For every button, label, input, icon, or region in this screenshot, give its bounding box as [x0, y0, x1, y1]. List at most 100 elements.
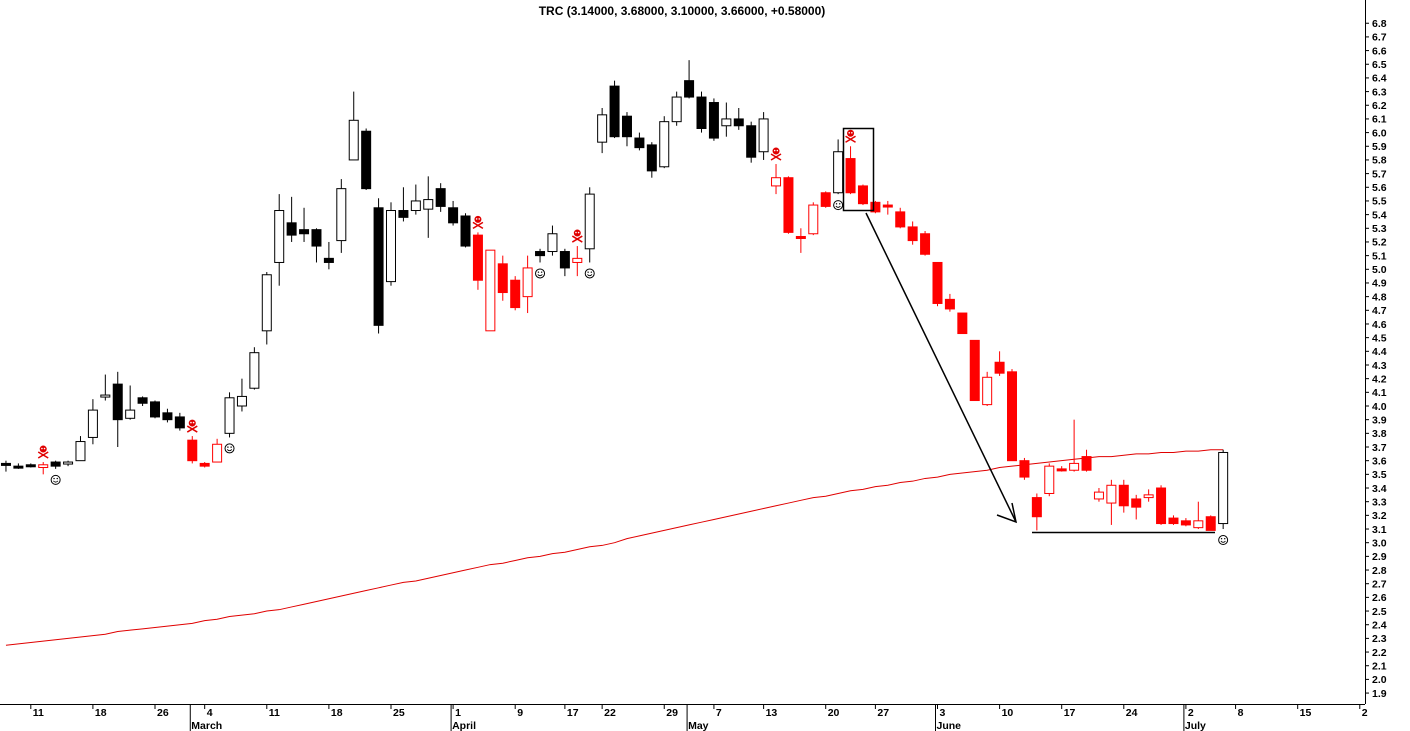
candle-body [882, 204, 893, 208]
candle-body [187, 439, 198, 462]
candle-body [758, 118, 769, 153]
candle-body [311, 229, 322, 247]
y-tick-label: 6.8 [1372, 18, 1387, 30]
candle-body [994, 361, 1005, 374]
candle-body [63, 461, 74, 465]
candle-body [398, 210, 409, 218]
skull-eye [41, 447, 43, 450]
y-tick-label: 2.8 [1372, 565, 1387, 577]
sell-signal [472, 215, 484, 230]
y-tick-label: 4.7 [1372, 305, 1387, 317]
smiley-eye [56, 477, 58, 480]
smiley-face [584, 268, 595, 279]
month-label: May [688, 720, 709, 731]
y-tick-label: 6.1 [1372, 114, 1387, 126]
candle-body [783, 177, 794, 233]
candle-body [634, 137, 645, 149]
y-tick-label: 4.8 [1372, 291, 1387, 303]
candle-body [733, 118, 744, 127]
smiley-mouth [1220, 540, 1226, 543]
candle-body [1143, 494, 1154, 499]
candle-body [423, 199, 434, 210]
y-tick-label: 3.7 [1372, 442, 1387, 454]
arrow-line [865, 212, 1017, 523]
candle-body [0, 462, 11, 466]
y-tick-label: 2.6 [1372, 592, 1387, 604]
candle-body [932, 261, 943, 304]
sell-signal [845, 129, 856, 143]
candle-body [212, 443, 223, 463]
candle-body [174, 416, 185, 429]
x-tick-label: 17 [1064, 707, 1076, 719]
sell-signal [186, 419, 198, 433]
sell-signal [770, 147, 782, 161]
smiley-face [50, 474, 61, 485]
candle-body [1218, 451, 1229, 525]
sell-signal [37, 445, 49, 459]
y-tick-label: 6.7 [1372, 32, 1387, 44]
candle-body [510, 279, 521, 309]
smiley-face [224, 443, 235, 454]
candle-body [1156, 487, 1167, 525]
x-tick-label: 24 [1126, 707, 1138, 719]
highlight-box [842, 127, 875, 212]
candle-body [150, 401, 161, 418]
candle-body [1044, 465, 1055, 494]
candle-body [547, 233, 558, 253]
month-label: July [1185, 720, 1206, 731]
candle-body [1180, 520, 1191, 526]
month-label: June [936, 720, 961, 731]
smiley-mouth [226, 449, 233, 452]
y-tick-label: 1.9 [1372, 688, 1387, 700]
candle-body [249, 352, 260, 389]
candle-body [1093, 491, 1104, 500]
smiley-eye [230, 446, 232, 448]
candle-body [361, 130, 372, 190]
skull-head [772, 147, 780, 155]
x-tick-label: 9 [517, 707, 523, 719]
candle-body [1031, 497, 1042, 518]
y-tick-label: 5.9 [1372, 141, 1387, 153]
y-tick-label: 6.0 [1372, 127, 1387, 139]
candle-body [299, 229, 310, 235]
y-tick-label: 2.0 [1372, 674, 1387, 686]
skull-head [847, 129, 855, 137]
y-tick-label: 5.6 [1372, 182, 1387, 194]
candle-body [559, 251, 570, 269]
buy-signal [584, 268, 595, 279]
skull-eye [575, 231, 577, 234]
candle-body [336, 188, 347, 242]
x-tick-label: 2 [1188, 707, 1194, 719]
x-tick-label: 1 [455, 707, 461, 719]
candle-body [708, 102, 719, 139]
smiley-eye [53, 477, 55, 480]
skull-head [39, 445, 47, 453]
candle-body [87, 409, 98, 438]
skull-bone [571, 235, 583, 243]
skull-eye [190, 421, 192, 424]
candle-body [907, 226, 918, 242]
y-tick-label: 2.2 [1372, 647, 1387, 659]
y-tick-label: 4.2 [1372, 373, 1387, 385]
x-tick-label: 22 [604, 707, 616, 719]
x-tick-label: 11 [33, 707, 44, 719]
candle-body [957, 312, 968, 335]
y-tick-label: 5.4 [1372, 209, 1387, 221]
candle-body [721, 118, 732, 127]
smiley-face [1218, 535, 1229, 546]
candle-body [671, 96, 682, 123]
x-tick-label: 4 [207, 707, 213, 719]
candle-body [75, 441, 86, 462]
candle-body [621, 115, 632, 138]
candle-body [137, 397, 148, 404]
x-tick-label: 13 [766, 707, 778, 719]
candle-body [1118, 484, 1129, 507]
candle-body [584, 193, 595, 250]
candle-body [609, 85, 620, 138]
candle-body [199, 462, 210, 467]
candle-body [125, 409, 136, 419]
buy-signal [833, 200, 844, 211]
y-tick-label: 4.9 [1372, 278, 1387, 290]
smiley-eye [587, 271, 589, 273]
